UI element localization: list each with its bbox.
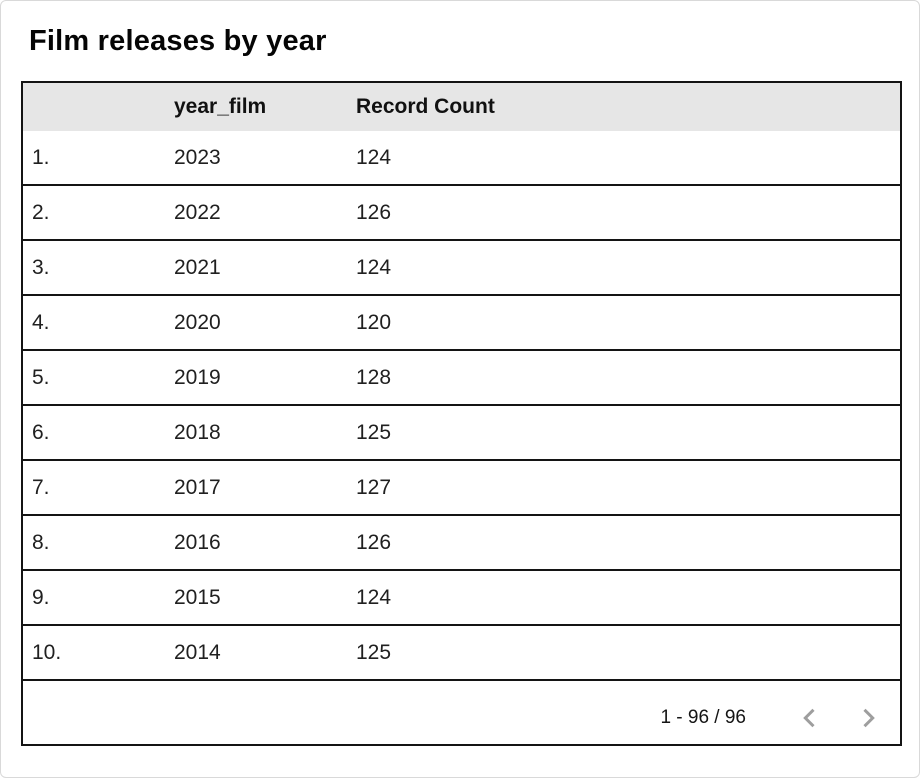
year-film-cell: 2022: [174, 200, 221, 224]
record-count-cell: 120: [356, 310, 392, 334]
row-index-cell: 7.: [32, 475, 50, 499]
year-film-cell: 2021: [174, 255, 221, 279]
row-index-cell: 4.: [32, 310, 50, 334]
record-count-cell: 125: [356, 420, 392, 444]
table-footer: 1 - 96 / 96: [23, 679, 900, 744]
table-body: 1. 2023 124 2. 2022 126 3. 2021 124 4. 2…: [23, 131, 900, 679]
table-row: 3. 2021 124: [23, 239, 900, 294]
row-index-cell: 10.: [32, 640, 62, 664]
data-table: year_film Record Count 1. 2023 124 2. 20…: [21, 81, 902, 746]
year-film-cell: 2020: [174, 310, 221, 334]
row-index-cell: 8.: [32, 530, 50, 554]
table-row: 10. 2014 125: [23, 624, 900, 679]
record-count-cell: 124: [356, 585, 392, 609]
year-film-cell: 2019: [174, 365, 221, 389]
record-count-cell: 124: [356, 255, 392, 279]
row-index-cell: 9.: [32, 585, 50, 609]
row-index-cell: 1.: [32, 145, 50, 169]
year-film-cell: 2015: [174, 585, 221, 609]
pagination-range-label: 1 - 96 / 96: [660, 706, 746, 728]
record-count-cell: 124: [356, 145, 392, 169]
year-film-cell: 2016: [174, 530, 221, 554]
table-header-row: year_film Record Count: [23, 83, 900, 131]
row-index-cell: 3.: [32, 255, 50, 279]
record-count-cell: 125: [356, 640, 392, 664]
table-row: 9. 2015 124: [23, 569, 900, 624]
record-count-cell: 127: [356, 475, 392, 499]
record-count-cell: 126: [356, 200, 392, 224]
table-row: 2. 2022 126: [23, 184, 900, 239]
column-header-year-film[interactable]: year_film: [174, 95, 267, 118]
chevron-right-icon: [863, 708, 875, 727]
row-index-cell: 2.: [32, 200, 50, 224]
year-film-cell: 2017: [174, 475, 221, 499]
row-index-cell: 6.: [32, 420, 50, 444]
year-film-cell: 2014: [174, 640, 221, 664]
table-row: 1. 2023 124: [23, 131, 900, 184]
next-page-button[interactable]: [850, 700, 886, 736]
column-header-record-count[interactable]: Record Count: [356, 95, 495, 118]
table-row: 6. 2018 125: [23, 404, 900, 459]
table-row: 5. 2019 128: [23, 349, 900, 404]
previous-page-button[interactable]: [792, 700, 828, 736]
chevron-left-icon: [803, 708, 815, 727]
year-film-cell: 2023: [174, 145, 221, 169]
year-film-cell: 2018: [174, 420, 221, 444]
chart-title: Film releases by year: [29, 25, 327, 57]
record-count-cell: 126: [356, 530, 392, 554]
table-row: 8. 2016 126: [23, 514, 900, 569]
row-index-cell: 5.: [32, 365, 50, 389]
record-count-cell: 128: [356, 365, 392, 389]
table-row: 4. 2020 120: [23, 294, 900, 349]
table-row: 7. 2017 127: [23, 459, 900, 514]
